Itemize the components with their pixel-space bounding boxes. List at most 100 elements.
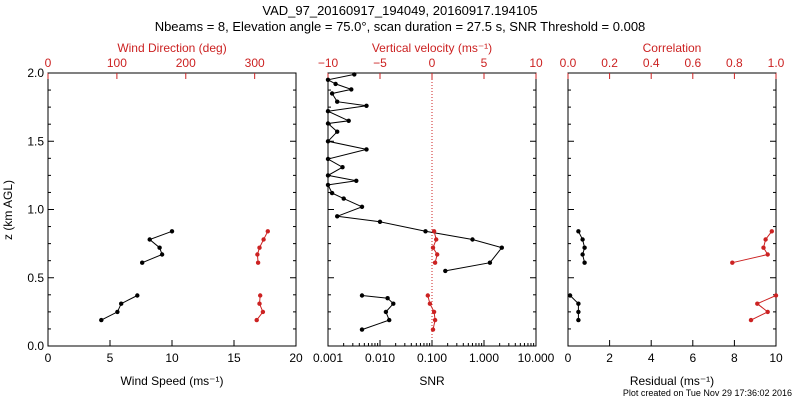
panel-snr-series <box>325 72 504 332</box>
panel-residual-xlabel: Residual (ms⁻¹) <box>630 374 714 388</box>
top-tick-label: 1.0 <box>768 56 785 70</box>
top-tick-label: 0.0 <box>560 56 577 70</box>
data-point-black <box>580 237 585 242</box>
plot-created-footer: Plot created on Tue Nov 29 17:36:02 2016 <box>623 388 792 398</box>
data-point-black <box>470 237 475 242</box>
data-point-red <box>425 293 430 298</box>
data-point-black <box>99 317 104 323</box>
data-point-black <box>169 229 175 234</box>
data-point-black <box>580 252 585 257</box>
bottom-tick-label: 10 <box>769 351 783 365</box>
series-line-black <box>142 230 173 264</box>
data-point-red <box>258 293 263 298</box>
panel-snr-xlabel: SNR <box>419 374 445 388</box>
data-point-black <box>359 327 365 332</box>
bottom-tick-label: 8 <box>731 351 738 365</box>
data-point-black <box>487 260 493 265</box>
data-point-red <box>761 245 766 250</box>
data-point-black <box>329 190 335 196</box>
data-point-black <box>119 301 124 306</box>
data-point-red <box>432 260 438 265</box>
series-line-red <box>732 230 773 264</box>
data-point-red <box>255 260 261 265</box>
bottom-tick-label: 1.000 <box>469 351 499 365</box>
data-point-black <box>335 99 340 104</box>
panel-residual-series <box>567 229 779 323</box>
data-point-black <box>359 204 365 209</box>
bottom-tick-label: 10 <box>165 351 179 365</box>
data-point-red <box>730 260 735 265</box>
bottom-tick-label: 0.010 <box>365 351 395 365</box>
top-tick-label: 5 <box>481 56 488 70</box>
data-point-black <box>576 309 581 315</box>
data-point-red <box>257 301 262 306</box>
data-point-black <box>391 301 396 306</box>
data-point-black <box>582 260 587 265</box>
top-tick-label: 0 <box>45 56 52 70</box>
bottom-tick-label: 10.000 <box>518 351 555 365</box>
panel-wind-ylabel: z (km AGL) <box>1 180 15 240</box>
data-point-black <box>335 214 340 219</box>
data-point-black <box>423 229 428 234</box>
data-point-red <box>773 293 779 298</box>
top-tick-label: 100 <box>107 56 127 70</box>
series-line-red <box>750 295 777 321</box>
data-point-black <box>159 252 165 257</box>
data-point-red <box>763 237 768 242</box>
data-point-black <box>157 245 162 250</box>
data-point-black <box>576 301 581 306</box>
bottom-tick-label: 5 <box>107 351 114 365</box>
panel-wind-xlabel: Wind Speed (ms⁻¹) <box>120 374 223 388</box>
top-tick-label: 200 <box>176 56 196 70</box>
series-line-black <box>326 73 503 272</box>
bottom-tick-label: 20 <box>289 351 303 365</box>
series-line-red <box>256 295 264 321</box>
data-point-red <box>430 245 436 250</box>
panel-residual-x2label: Correlation <box>643 41 702 55</box>
data-point-black <box>352 72 357 77</box>
data-point-red <box>769 229 774 234</box>
data-point-black <box>340 165 345 170</box>
panel-wind-top-ticks: 0 100 200 300 <box>45 56 265 79</box>
panel-residual-y-ticks <box>568 72 776 347</box>
bottom-tick-label: 15 <box>227 351 241 365</box>
bottom-tick-label: 0 <box>565 351 572 365</box>
chart-title-line2: Nbeams = 8, Elevation angle = 75.0°, sca… <box>155 19 646 34</box>
data-point-black <box>325 109 331 114</box>
data-point-red <box>257 245 262 250</box>
data-point-black <box>354 178 359 183</box>
series-line-black <box>361 295 394 331</box>
panel-wind-bottom-ticks: 0 5 10 15 20 <box>45 340 303 365</box>
panel-residual-top-ticks: 0.0 0.2 0.4 0.6 0.8 1.0 <box>560 56 785 79</box>
y-tick-label: 2.0 <box>27 66 44 80</box>
data-point-black <box>387 317 392 323</box>
data-point-red <box>254 317 259 323</box>
series-line-black <box>101 295 138 321</box>
data-point-black <box>325 182 331 188</box>
data-point-red <box>765 309 770 315</box>
data-point-black <box>499 245 504 250</box>
top-tick-label: 300 <box>245 56 265 70</box>
data-point-black <box>325 121 331 126</box>
top-tick-label: 0.8 <box>726 56 743 70</box>
data-point-black <box>329 91 335 96</box>
panel-snr-x2label: Vertical velocity (ms⁻¹) <box>372 41 492 55</box>
data-point-red <box>432 317 438 323</box>
y-tick-label: 1.0 <box>27 203 44 217</box>
panel-residual-bottom-ticks: 0 2 4 6 8 10 <box>565 340 783 365</box>
data-point-red <box>748 317 754 323</box>
y-tick-label: 0.5 <box>27 271 44 285</box>
panel-snr: 0.001 0.010 0.100 1.000 10.000 −10 −5 0 5 10 SNR… <box>313 41 555 388</box>
y-tick-label: 1.5 <box>27 134 44 148</box>
data-point-black <box>385 296 390 301</box>
bottom-tick-label: 0.001 <box>313 351 343 365</box>
data-point-red <box>755 301 760 306</box>
data-point-black <box>325 139 331 144</box>
bottom-tick-label: 0 <box>45 351 52 365</box>
panel-wind-x2label: Wind Direction (deg) <box>117 41 226 55</box>
chart-title-line1: VAD_97_20160917_194049, 20160917.194105 <box>262 3 537 18</box>
top-tick-label: 0 <box>429 56 436 70</box>
data-point-black <box>325 173 331 178</box>
data-point-black <box>576 317 581 323</box>
data-point-black <box>383 309 389 315</box>
